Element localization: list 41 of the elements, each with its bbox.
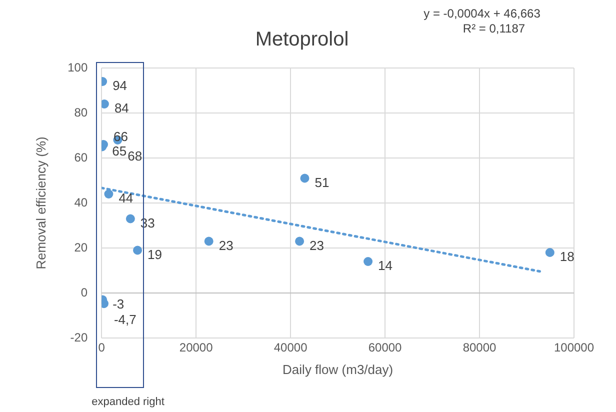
point [295,236,304,246]
point [364,257,373,266]
point [300,174,310,183]
data-label: 68 [128,148,142,164]
data-label: -3 [112,296,124,312]
data-label: 18 [560,249,574,264]
y-axis-title: Removal efficiency (%) [33,136,48,270]
text: R² = 0,1187 [462,21,526,36]
data-label: 19 [148,246,162,262]
data-label: 14 [378,258,393,274]
y-tick-label: 80 [74,105,88,120]
data-label: 65 [112,143,127,158]
y-tick-label: 60 [74,150,88,164]
data-label: 51 [314,174,330,190]
x-tick-label: 60000 [368,340,402,355]
x-axis-title: Daily flow (m3/day) [282,362,394,377]
x-tick-label: 0 [98,340,106,355]
data-label: 66 [114,129,128,144]
y-tick-label: -20 [70,330,88,344]
point [126,214,135,224]
y-tick-label: 100 [68,60,88,74]
y-tick-label: 0 [80,285,88,300]
point [104,190,114,198]
point [545,248,554,257]
y-tick-label: 20 [74,240,88,254]
x-tick-label: 40000 [274,340,308,355]
x-tick-label: 100000 [554,340,594,355]
data-label: 23 [310,238,324,253]
x-tick-label: 80000 [462,340,497,355]
text: y = -0,0004x + 46,663 [424,6,541,20]
chart-title: Metoprolol [255,28,349,51]
data-label: 23 [218,238,234,253]
data-label: 84 [114,100,129,116]
data-label: -4,7 [114,312,136,328]
text: expanded right [92,396,164,408]
x-tick-label: 20000 [179,340,214,355]
data-label: 44 [118,190,134,206]
point [204,236,214,246]
data-label: 94 [112,78,128,94]
y-tick-label: 40 [74,195,88,210]
point [133,246,142,255]
